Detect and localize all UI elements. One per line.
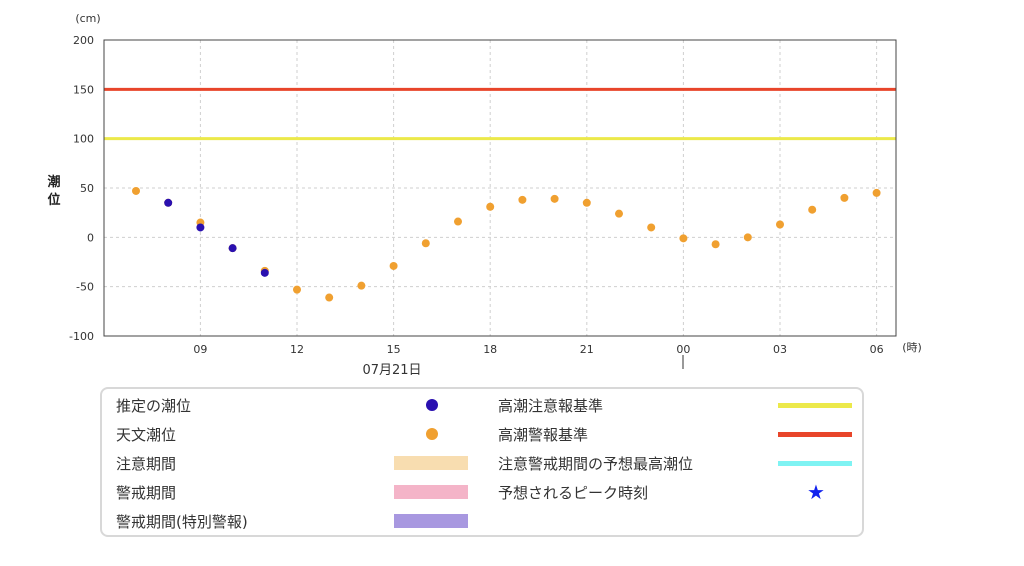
legend-line-icon (778, 461, 852, 466)
x-tick-label: 06 (870, 343, 884, 356)
date-label: 07月21日 (362, 363, 421, 378)
x-unit-label: (時) (902, 341, 922, 354)
data-point (164, 198, 173, 207)
data-point (647, 223, 656, 232)
legend-dot-icon (426, 399, 438, 411)
data-points (132, 186, 881, 302)
data-point (454, 217, 462, 226)
data-point (293, 285, 301, 294)
legend-dot-icon (426, 428, 438, 440)
x-tick-label: 12 (290, 343, 304, 356)
y-tick-label: -100 (69, 330, 94, 343)
reference-lines (104, 87, 896, 141)
plot-frame (103, 39, 897, 337)
data-point (325, 293, 334, 302)
data-point (743, 233, 752, 242)
legend-line-icon (778, 403, 852, 408)
data-point (872, 188, 881, 197)
star-icon: ★ (807, 480, 825, 504)
legend-line-icon (778, 432, 852, 437)
legend-label: 高潮警報基準 (498, 426, 589, 444)
legend-band-icon (394, 456, 468, 470)
data-point (196, 223, 205, 232)
y-tick-label: 0 (87, 231, 94, 244)
legend-label: 高潮注意報基準 (498, 397, 604, 415)
y-tick-label: -50 (76, 281, 94, 294)
y-tick-label: 100 (73, 133, 94, 146)
data-point (615, 209, 623, 218)
data-point (582, 198, 591, 207)
y-axis-title: 位 (47, 192, 60, 208)
grid (104, 40, 896, 336)
data-point (679, 234, 688, 243)
legend-label: 注意期間 (116, 455, 177, 473)
legend: 推定の潮位天文潮位注意期間警戒期間警戒期間(特別警報) 高潮注意報基準 高潮警報基準… (100, 387, 864, 537)
data-point (228, 244, 237, 253)
data-point (808, 205, 817, 214)
legend-label: 警戒期間(特別警報) (116, 513, 248, 531)
data-point (711, 240, 720, 249)
y-tick-label: 50 (80, 182, 94, 195)
axis-ticks: 200 150 100 50 0 -50 -100 09 12 15 18 21 00 03 06 潮位 (47, 34, 883, 356)
legend-band-icon (394, 514, 468, 528)
y-axis-title: 潮 (47, 174, 60, 190)
data-point (389, 261, 398, 270)
data-point (550, 194, 559, 203)
legend-band-icon (394, 485, 468, 499)
data-point (776, 220, 784, 229)
legend-label: 推定の潮位 (116, 397, 192, 415)
x-tick-label: 03 (773, 343, 787, 356)
data-point (260, 268, 269, 277)
legend-label: 予想されるピーク時刻 (498, 484, 649, 502)
data-point (132, 186, 140, 195)
data-point (357, 281, 366, 290)
legend-label: 天文潮位 (116, 426, 177, 444)
data-point (421, 239, 430, 248)
x-tick-label: 21 (580, 343, 594, 356)
data-point (840, 193, 849, 202)
legend-label: 警戒期間 (116, 484, 177, 502)
x-tick-label: 09 (193, 343, 207, 356)
tide-chart: 200 150 100 50 0 -50 -100 09 12 15 18 21 00 03 06 潮位 (c… (47, 12, 922, 378)
y-tick-label: 200 (73, 34, 94, 47)
x-tick-label: 18 (483, 343, 497, 356)
x-tick-label: 00 (676, 343, 690, 356)
data-point (486, 202, 495, 211)
data-point (518, 195, 527, 204)
y-tick-label: 150 (73, 83, 94, 96)
y-unit-label: (cm) (75, 12, 100, 25)
x-tick-label: 15 (387, 343, 401, 356)
legend-label: 注意警戒期間の予想最高潮位 (498, 455, 694, 473)
